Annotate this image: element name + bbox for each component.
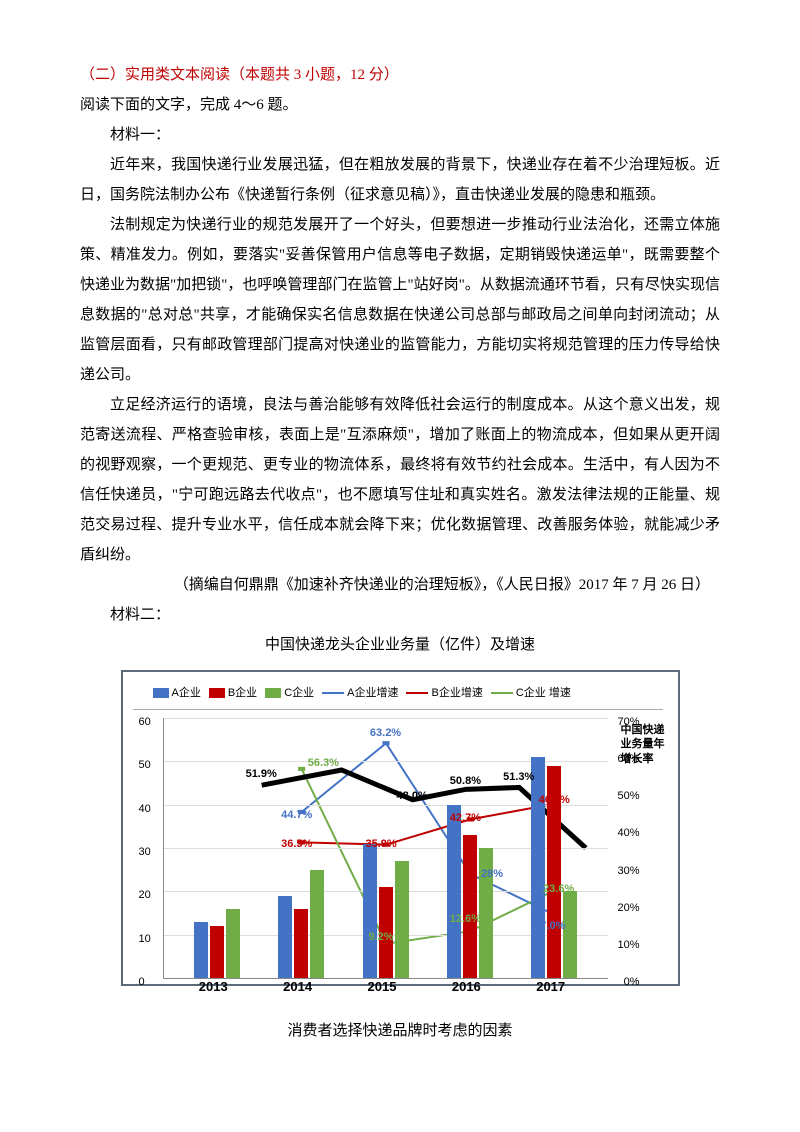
swatch-a [153,688,169,698]
instruction: 阅读下面的文字，完成 4～6 题。 [80,90,720,120]
legend-c-bar: C企业 [265,682,314,704]
material1-p3: 立足经济运行的语境，良法与善治能够有效降低社会运行的制度成本。从这个意义出发，规… [80,390,720,570]
material1-citation: （摘编自何鼎鼎《加速补齐快递业的治理短板》，《人民日报》2017 年 7 月 2… [80,570,720,600]
material1-p2: 法制规定为快递行业的规范发展开了一个好头，但要想进一步推动行业法治化，还需立体施… [80,210,720,390]
chart-container: A企业 B企业 C企业 A企业增速 B企业增速 C企业 增速 中国快递业务量年增… [121,670,680,986]
footer-caption: 消费者选择快递品牌时考虑的因素 [80,1016,720,1046]
legend-c-line: C企业 增速 [491,682,571,704]
material1-p1: 近年来，我国快递行业发展迅猛，但在粗放发展的背景下，快递业存在着不少治理短板。近… [80,150,720,210]
legend-a-bar: A企业 [153,682,201,704]
line-swatch-b [406,692,428,694]
swatch-b [209,688,225,698]
legend-a-line: A企业增速 [322,682,398,704]
section-header: （二）实用类文本阅读（本题共 3 小题，12 分） [80,60,720,90]
material2-title: 材料二： [80,600,720,630]
line-swatch-c [491,692,513,694]
material1-title: 材料一： [80,120,720,150]
swatch-c [265,688,281,698]
plot-area: 中国快递业务量年增长率 01020304050600%10%20%30%40%5… [163,718,608,979]
chart-title: 中国快递龙头企业业务量（亿件）及增速 [80,630,720,660]
legend-b-line: B企业增速 [406,682,482,704]
legend-b-bar: B企业 [209,682,257,704]
line-swatch-a [322,692,344,694]
chart-legend: A企业 B企业 C企业 A企业增速 B企业增速 C企业 增速 [133,682,663,710]
